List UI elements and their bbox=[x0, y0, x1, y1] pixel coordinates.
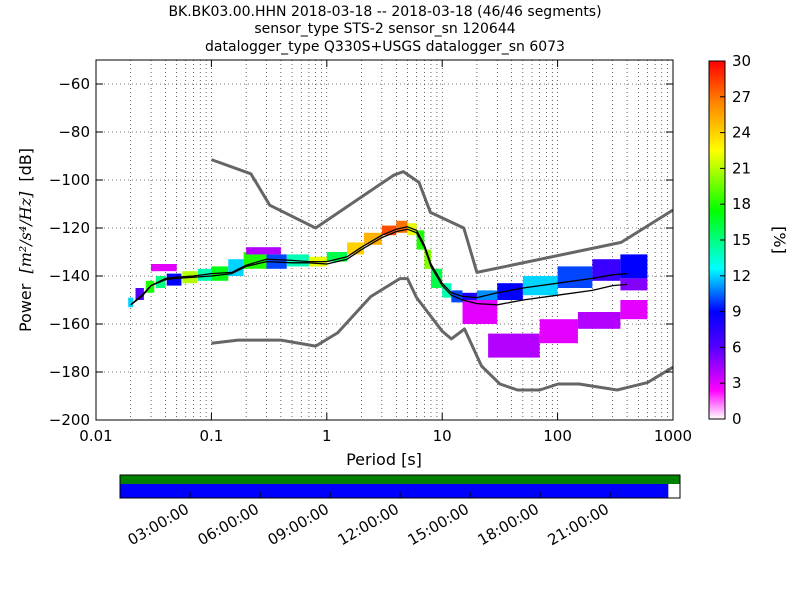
colorbar-label: [%] bbox=[770, 226, 789, 254]
x-tick-label: 1000 bbox=[654, 427, 692, 445]
y-tick-label: −120 bbox=[49, 219, 90, 237]
median-psd-line bbox=[130, 228, 628, 306]
x-tick-label: 0.1 bbox=[199, 427, 223, 445]
psd-cell bbox=[620, 300, 648, 320]
psd-cell bbox=[592, 259, 621, 281]
psd-cell bbox=[135, 288, 144, 300]
data-coverage-bar bbox=[120, 475, 680, 484]
colorbar-tick-label: 3 bbox=[732, 374, 742, 392]
x-axis-label: Period [s] bbox=[346, 450, 422, 469]
psd-cell bbox=[497, 283, 523, 300]
colorbar-tick-label: 15 bbox=[732, 231, 751, 249]
y-axis: −200 −180 −160 −140 −120 −100 −80 −60 bbox=[49, 75, 673, 429]
x-tick-label: 100 bbox=[543, 427, 572, 445]
title-line-1: BK.BK03.00.HHN 2018-03-18 -- 2018-03-18 … bbox=[168, 4, 601, 20]
time-tick-label: 18:00:00 bbox=[475, 500, 542, 549]
time-tick-label: 12:00:00 bbox=[335, 500, 402, 549]
time-tick-label: 21:00:00 bbox=[545, 500, 612, 549]
colorbar-tick-label: 30 bbox=[732, 52, 751, 70]
time-tick-label: 03:00:00 bbox=[125, 500, 192, 549]
x-tick-label: 0.01 bbox=[79, 427, 112, 445]
colorbar-tick-label: 18 bbox=[732, 195, 751, 213]
psd-heatmap bbox=[128, 220, 648, 358]
y-tick-label: −140 bbox=[49, 267, 90, 285]
y-tick-label: −60 bbox=[58, 75, 90, 93]
time-axis: 03:00:00 06:00:00 09:00:00 12:00:00 15:00:00… bbox=[125, 492, 612, 549]
colorbar-tick-label: 0 bbox=[732, 410, 742, 428]
x-axis: 0.01 0.1 1 10 100 1000 bbox=[79, 60, 692, 445]
y-tick-label: −80 bbox=[58, 123, 90, 141]
colorbar-tick-label: 9 bbox=[732, 303, 742, 321]
y-tick-label: −200 bbox=[49, 411, 90, 429]
colorbar-tick-label: 21 bbox=[732, 159, 751, 177]
y-axis-label: Power [m²/s⁴/Hz] [dB] bbox=[16, 148, 35, 332]
mean-psd-line bbox=[130, 226, 628, 306]
plot-area bbox=[96, 60, 673, 420]
psd-cell bbox=[451, 290, 463, 303]
y-axis-label-text: Power bbox=[16, 283, 35, 332]
colorbar-tick-label: 6 bbox=[732, 338, 742, 356]
psd-cell bbox=[620, 254, 648, 279]
psd-cell bbox=[326, 252, 348, 262]
psd-cell bbox=[557, 266, 593, 288]
y-axis-label-db: [dB] bbox=[16, 148, 35, 182]
psd-cell bbox=[539, 319, 578, 344]
gap-coverage-bar bbox=[120, 484, 669, 498]
psd-cell bbox=[151, 264, 177, 272]
psd-cell bbox=[128, 297, 134, 308]
colorbar-tick-label: 12 bbox=[732, 267, 751, 285]
title-line-2: sensor_type STS-2 sensor_sn 120644 bbox=[254, 21, 515, 37]
psd-cell bbox=[381, 225, 397, 236]
psd-cell bbox=[363, 232, 382, 245]
plot-frame bbox=[95, 59, 674, 421]
psd-curves bbox=[130, 158, 673, 392]
colorbar-tick-label: 27 bbox=[732, 88, 751, 106]
low-noise-model-line bbox=[211, 277, 673, 392]
psd-cell bbox=[424, 249, 432, 269]
psd-cell bbox=[577, 312, 621, 329]
colorbar-tick-label: 24 bbox=[732, 124, 751, 142]
y-tick-label: −180 bbox=[49, 363, 90, 381]
psd-cell bbox=[620, 278, 648, 291]
time-tick-label: 06:00:00 bbox=[195, 500, 262, 549]
psd-cell bbox=[246, 247, 281, 255]
time-tick-label: 09:00:00 bbox=[265, 500, 332, 549]
y-tick-label: −100 bbox=[49, 171, 90, 189]
psd-cell bbox=[488, 333, 540, 358]
colorbar-ticks: 0 3 6 9 12 15 18 21 24 27 30 bbox=[720, 52, 751, 428]
x-tick-label: 1 bbox=[322, 427, 332, 445]
chart-title: BK.BK03.00.HHN 2018-03-18 -- 2018-03-18 … bbox=[168, 4, 601, 55]
time-tick-label: 15:00:00 bbox=[405, 500, 472, 549]
y-axis-label-units: [m²/s⁴/Hz] bbox=[16, 191, 35, 274]
title-line-3: datalogger_type Q330S+USGS datalogger_sn… bbox=[205, 39, 565, 55]
psd-cell bbox=[347, 242, 364, 255]
x-tick-label: 10 bbox=[433, 427, 452, 445]
y-tick-label: −160 bbox=[49, 315, 90, 333]
high-noise-model-line bbox=[210, 158, 673, 274]
psd-cell bbox=[396, 220, 408, 233]
psd-cell bbox=[431, 268, 443, 288]
